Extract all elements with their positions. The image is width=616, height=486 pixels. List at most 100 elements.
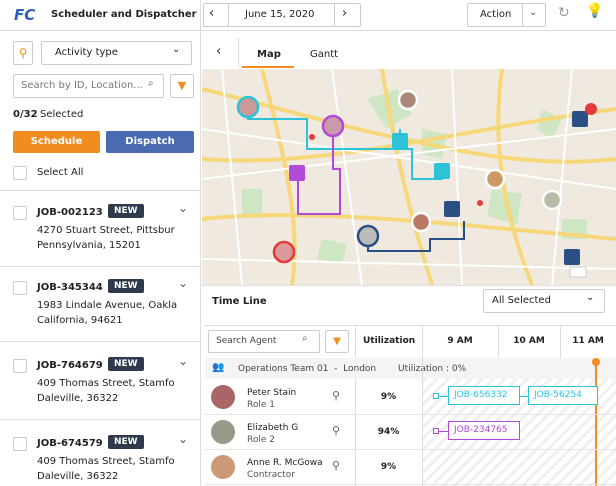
connector xyxy=(433,428,439,434)
checkbox[interactable] xyxy=(13,281,27,295)
tab-map[interactable]: Map xyxy=(257,49,281,60)
search-placeholder: Search Agent xyxy=(216,336,277,346)
agent-name: Anne R. McGowa xyxy=(247,458,323,468)
checkbox[interactable] xyxy=(13,166,27,180)
search-icon: ⌕ xyxy=(302,333,308,344)
connector-line xyxy=(520,396,528,397)
agent-role: Contractor xyxy=(247,470,295,480)
selected-count: 0/32 xyxy=(13,109,38,120)
expand[interactable]: ⌄ xyxy=(178,201,189,215)
separator xyxy=(202,285,616,286)
gantt-job[interactable]: JOB-234765 xyxy=(448,421,520,440)
current-time-dot xyxy=(592,358,600,366)
filter-label: All Selected xyxy=(492,295,551,306)
job-id: JOB-674579 xyxy=(37,438,103,449)
job-address: Daleville, 36322 xyxy=(37,393,119,404)
group-icon: 👥 xyxy=(212,362,225,373)
gantt-job[interactable]: JOB-56254 xyxy=(528,386,598,405)
location-button[interactable]: ⚲ xyxy=(13,41,33,65)
agent-role: Role 2 xyxy=(247,435,275,445)
agent-search[interactable] xyxy=(208,330,320,353)
job-address: 409 Thomas Street, Stamfo xyxy=(37,378,175,389)
refresh-icon[interactable]: ↻ xyxy=(558,5,570,21)
chevron: ⌄ xyxy=(586,292,595,303)
job-address: California, 94621 xyxy=(37,315,123,326)
chevron: ⌄ xyxy=(529,7,538,18)
next-date[interactable]: › xyxy=(342,6,348,21)
tab-underline xyxy=(242,66,294,68)
avatar xyxy=(211,455,235,479)
row-line xyxy=(205,484,616,485)
job-address: 409 Thomas Street, Stamfo xyxy=(37,456,175,467)
col-line xyxy=(422,358,423,486)
agent-name: Elizabeth G xyxy=(247,423,299,433)
job-id: JOB-345344 xyxy=(37,282,103,293)
schedule-button[interactable]: Schedule xyxy=(13,131,100,153)
checkbox[interactable] xyxy=(13,437,27,451)
utilization-header: Utilization xyxy=(363,336,416,346)
row-line xyxy=(205,414,616,415)
select-all: Select All xyxy=(37,167,84,178)
hour-label: 9 AM xyxy=(447,336,473,346)
collapse-button[interactable]: ‹ xyxy=(216,44,222,59)
separator xyxy=(0,341,200,342)
agent-role: Role 1 xyxy=(247,400,275,410)
hour-label: 11 AM xyxy=(572,336,604,346)
location-pin[interactable]: ⚲ xyxy=(332,389,341,402)
col-line xyxy=(355,325,356,486)
checkbox[interactable] xyxy=(13,359,27,373)
separator xyxy=(0,190,200,191)
location-pin[interactable]: ⚲ xyxy=(332,459,341,472)
connector-line xyxy=(439,396,448,397)
checkbox[interactable] xyxy=(13,206,27,220)
expand[interactable]: ⌄ xyxy=(178,354,189,368)
filter-button[interactable]: ▼ xyxy=(170,74,194,98)
header xyxy=(0,0,616,31)
job-address: Daleville, 36322 xyxy=(37,471,119,482)
row-line xyxy=(205,449,616,450)
sep xyxy=(228,3,229,27)
expand[interactable]: ⌄ xyxy=(178,276,189,290)
current-time-line xyxy=(595,360,597,486)
hour-label: 10 AM xyxy=(513,336,545,346)
job-badge: NEW xyxy=(108,204,144,218)
logo: FC xyxy=(14,6,36,24)
job-badge: NEW xyxy=(108,279,144,293)
timeline-title: Time Line xyxy=(212,296,267,307)
agent-utilization: 9% xyxy=(380,392,397,402)
agent-utilization: 94% xyxy=(377,427,400,437)
app-title: Scheduler and Dispatcher xyxy=(51,9,197,20)
expand[interactable]: ⌄ xyxy=(178,432,189,446)
connector xyxy=(433,393,439,399)
job-id: JOB-764679 xyxy=(37,360,103,371)
col-line xyxy=(498,325,499,358)
agent-utilization: 9% xyxy=(380,462,397,472)
date: June 15, 2020 xyxy=(245,9,315,20)
location-pin[interactable]: ⚲ xyxy=(332,424,341,437)
col-line xyxy=(560,325,561,358)
action-menu[interactable] xyxy=(467,3,546,27)
bulb-icon[interactable]: 💡 xyxy=(586,3,604,19)
dispatch-button[interactable]: Dispatch xyxy=(106,131,194,153)
action-label: Action xyxy=(480,9,512,20)
group-row xyxy=(205,358,616,379)
sep xyxy=(334,3,335,27)
gantt-job[interactable]: JOB-656332 xyxy=(448,386,520,405)
filter-button[interactable]: ▼ xyxy=(325,330,349,353)
prev-date[interactable]: ‹ xyxy=(209,6,215,21)
avatar xyxy=(211,420,235,444)
job-badge: NEW xyxy=(108,357,144,371)
agent-name: Peter Stain xyxy=(247,388,297,398)
job-address: Pennsylvania, 15201 xyxy=(37,240,141,251)
sep xyxy=(238,38,239,68)
chevron: ⌄ xyxy=(172,44,181,55)
agent-filter[interactable] xyxy=(483,289,605,313)
group-name: Operations Team 01 - London xyxy=(238,364,377,374)
tab-gantt[interactable]: Gantt xyxy=(310,49,339,60)
activity-dropdown[interactable] xyxy=(41,41,192,65)
selected-label: Selected xyxy=(40,109,84,120)
job-search[interactable] xyxy=(13,74,164,98)
job-badge: NEW xyxy=(108,435,144,449)
job-address: 4270 Stuart Street, Pittsbur xyxy=(37,225,175,236)
